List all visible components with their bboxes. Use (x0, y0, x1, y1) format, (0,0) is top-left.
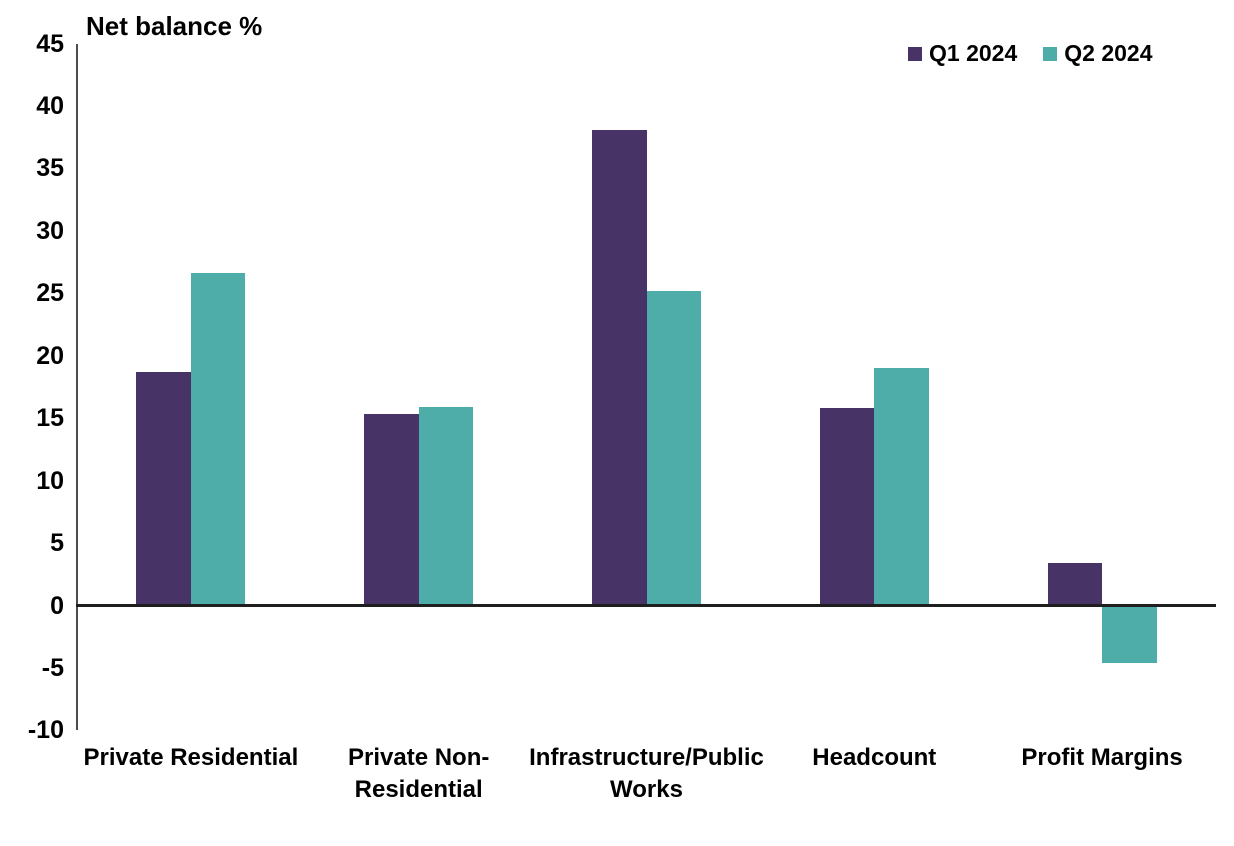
bar-q1-2024-3 (592, 129, 647, 606)
y-tick-label: 35 (36, 154, 64, 183)
legend-item-q1-2024: Q1 2024 (908, 42, 1017, 65)
category-label: Infrastructure/Public Works (529, 744, 764, 803)
y-tick-label: -10 (27, 716, 64, 745)
legend-label: Q2 2024 (1064, 40, 1153, 66)
bar-q2-2024-4 (874, 368, 929, 606)
y-axis-line (76, 43, 78, 731)
category-label: Profit Margins (1021, 744, 1183, 772)
bar-q1-2024-2 (364, 414, 419, 606)
bar-q2-2024-5 (1102, 605, 1157, 663)
bar-q1-2024-5 (1047, 563, 1103, 606)
bar-q2-2024-1 (190, 273, 246, 606)
legend-swatch-icon (908, 46, 922, 61)
y-tick-label: -5 (41, 654, 64, 682)
bar-q1-2024-4 (819, 408, 875, 606)
category-label: Private Non- Residential (348, 744, 490, 803)
legend: Q1 2024 Q2 2024 (908, 42, 1153, 65)
y-tick-label: 40 (36, 91, 64, 120)
y-tick-label: 20 (36, 341, 64, 370)
y-tick-label: 10 (36, 466, 64, 495)
y-tick-label: 15 (36, 404, 64, 433)
y-tick-label: 25 (36, 279, 64, 308)
legend-label: Q1 2024 (929, 40, 1018, 66)
y-tick-label: 0 (50, 591, 64, 620)
category-label: Private Residential (83, 744, 299, 772)
chart-title: Net balance % (86, 11, 263, 41)
y-tick-label: 45 (36, 29, 64, 58)
category-label: Headcount (812, 744, 937, 772)
bar-q2-2024-2 (418, 406, 474, 606)
bar-q1-2024-1 (136, 371, 191, 606)
legend-item-q2-2024: Q2 2024 (1043, 40, 1153, 66)
y-tick-label: 30 (36, 216, 64, 245)
y-tick-label: 5 (50, 529, 64, 558)
zero-axis-line (76, 604, 1216, 608)
bar-q2-2024-3 (646, 290, 701, 606)
legend-swatch-icon (1043, 46, 1058, 61)
